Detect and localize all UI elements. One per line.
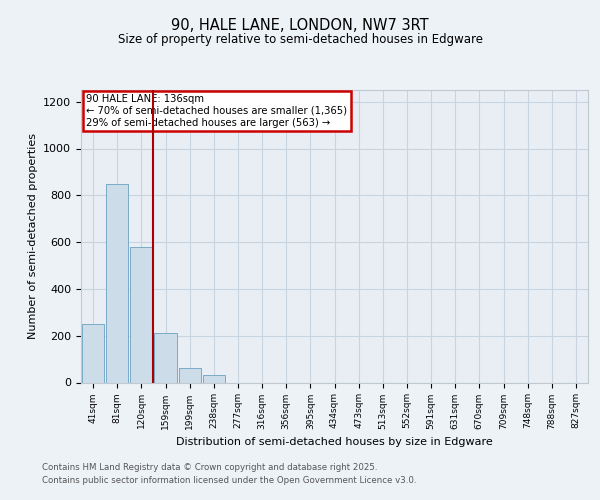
Text: Size of property relative to semi-detached houses in Edgware: Size of property relative to semi-detach… — [118, 32, 482, 46]
Bar — [154, 334, 176, 382]
Text: 90 HALE LANE: 136sqm
← 70% of semi-detached houses are smaller (1,365)
29% of se: 90 HALE LANE: 136sqm ← 70% of semi-detac… — [86, 94, 347, 128]
Bar — [82, 324, 104, 382]
Bar — [106, 184, 128, 382]
X-axis label: Distribution of semi-detached houses by size in Edgware: Distribution of semi-detached houses by … — [176, 437, 493, 447]
Y-axis label: Number of semi-detached properties: Number of semi-detached properties — [28, 133, 38, 339]
Text: 90, HALE LANE, LONDON, NW7 3RT: 90, HALE LANE, LONDON, NW7 3RT — [171, 18, 429, 32]
Text: Contains HM Land Registry data © Crown copyright and database right 2025.: Contains HM Land Registry data © Crown c… — [42, 462, 377, 471]
Bar — [203, 376, 225, 382]
Bar — [179, 368, 201, 382]
Text: Contains public sector information licensed under the Open Government Licence v3: Contains public sector information licen… — [42, 476, 416, 485]
Bar — [130, 247, 152, 382]
